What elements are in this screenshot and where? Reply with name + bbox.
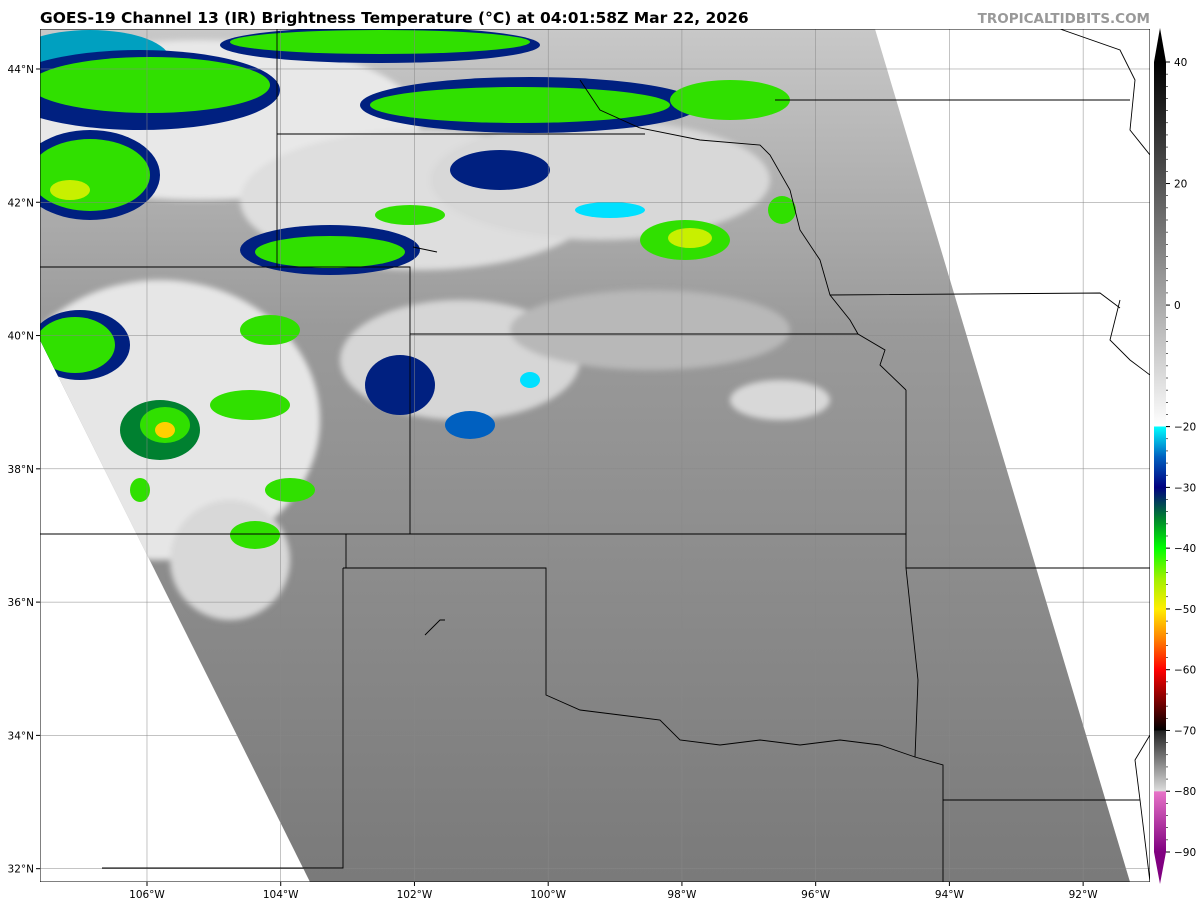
cold-cloud-tops — [40, 29, 796, 549]
lon-tick-label: 94°W — [935, 889, 965, 901]
lon-tick-label: 100°W — [530, 889, 566, 901]
lat-tick-label: 40°N — [8, 331, 34, 343]
colorbar-tick-label: 20 — [1174, 179, 1187, 191]
colorbar-tick-label: −30 — [1174, 482, 1196, 494]
colorbar-tick-label: −80 — [1174, 786, 1196, 798]
lon-tick-label: 92°W — [1069, 889, 1099, 901]
colorbar-max-arrow — [1154, 28, 1166, 62]
lon-tick-label: 106°W — [129, 889, 165, 901]
colorbar-tick-label: −90 — [1174, 847, 1196, 859]
brand-watermark: TROPICALTIDBITS.COM — [977, 11, 1150, 27]
colorbar-tick-label: 40 — [1174, 57, 1187, 69]
lon-tick-label: 96°W — [801, 889, 831, 901]
colorbar: 40 20 0 −20 −30 −40 −50 −60 −70 −80 −90 — [1154, 28, 1196, 884]
gridlines — [40, 29, 1150, 882]
lat-tick-label: 42°N — [8, 197, 34, 209]
lon-tick-label: 104°W — [263, 889, 299, 901]
colorbar-tick-label: −20 — [1174, 422, 1196, 434]
lat-tick-label: 34°N — [8, 730, 34, 742]
colorbar-tick-label: 0 — [1174, 300, 1181, 312]
lat-tick-label: 32°N — [8, 864, 34, 876]
colorbar-fill — [1154, 62, 1166, 852]
lon-tick-label: 102°W — [397, 889, 433, 901]
colorbar-tick-label: −60 — [1174, 665, 1196, 677]
colorbar-tick-label: −70 — [1174, 725, 1196, 737]
colorbar-tick-label: −40 — [1174, 543, 1196, 555]
lon-tick-label: 98°W — [667, 889, 697, 901]
colorbar-min-arrow — [1154, 852, 1166, 884]
axis-ticks: 106°W 104°W 102°W 100°W 98°W 96°W 94°W 92°W 44°N… — [8, 64, 1099, 901]
lat-tick-label: 44°N — [8, 64, 34, 76]
state-borders — [40, 29, 1150, 882]
colorbar-tick-label: −50 — [1174, 604, 1196, 616]
map-title: GOES-19 Channel 13 (IR) Brightness Tempe… — [40, 9, 749, 27]
lat-tick-label: 38°N — [8, 464, 34, 476]
lat-tick-label: 36°N — [8, 597, 34, 609]
